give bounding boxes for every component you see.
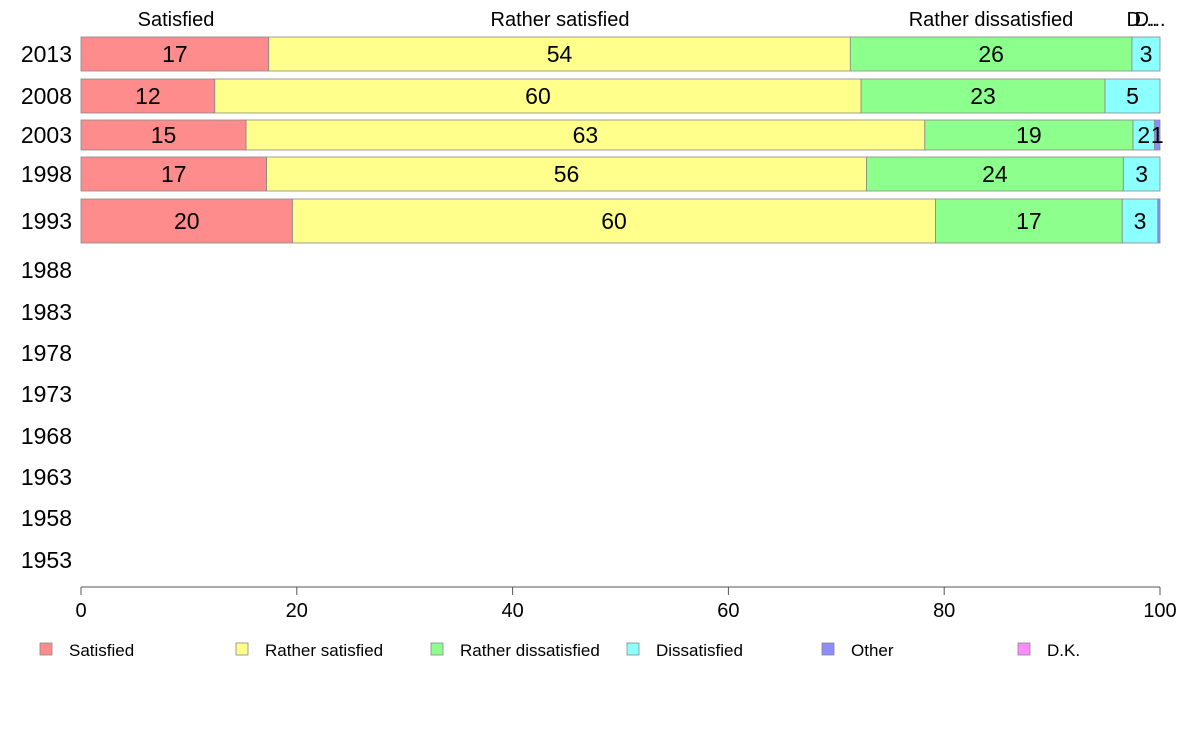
data-label: 60 — [601, 208, 627, 234]
y-tick-label: 1963 — [21, 464, 72, 490]
legend-label: Satisfied — [69, 641, 134, 660]
data-label: 60 — [525, 83, 551, 109]
data-label: 12 — [135, 83, 161, 109]
bar-segment — [245, 119, 926, 151]
data-label: 3 — [1140, 41, 1153, 67]
data-label: 26 — [978, 41, 1004, 67]
x-axis: 0 20 40 60 80 100 — [75, 586, 1177, 622]
bar-segment — [1131, 36, 1161, 72]
y-tick-label: 1993 — [21, 208, 72, 234]
data-label: 56 — [554, 161, 580, 187]
y-tick-label: 1988 — [21, 257, 72, 283]
y-tick-label: 1978 — [21, 340, 72, 366]
bar-segment — [860, 78, 1106, 114]
data-label: 3 — [1134, 208, 1147, 234]
data-label: 1 — [1151, 122, 1164, 148]
bar-segment — [1122, 156, 1161, 192]
legend-swatch — [430, 642, 444, 656]
bar-segment — [268, 36, 851, 72]
y-tick-label: 2008 — [21, 83, 72, 109]
x-tick-label: 80 — [933, 600, 955, 622]
legend-swatch — [1017, 642, 1031, 656]
bar-segment — [80, 156, 267, 192]
data-label: 5 — [1126, 83, 1139, 109]
data-label: 20 — [174, 208, 200, 234]
bar-segment — [266, 156, 867, 192]
data-label: 2 — [1137, 122, 1150, 148]
top-series-label: Rather dissatisfied — [909, 9, 1074, 31]
bar-segment — [1121, 198, 1159, 244]
bar-segment — [1104, 78, 1161, 114]
x-tick-label: 40 — [501, 600, 523, 622]
data-label: 19 — [1016, 122, 1042, 148]
data-label: 23 — [970, 83, 996, 109]
bars: 17 54 26 3 12 60 23 5 15 63 19 2 1 17 56 24 3 20 60 17 3 — [80, 36, 1164, 244]
legend-swatch — [39, 642, 53, 656]
data-label: 17 — [161, 161, 187, 187]
top-series-label: D... — [1126, 9, 1157, 31]
legend-label: D.K. — [1047, 641, 1080, 660]
bar-segment — [1154, 119, 1161, 151]
top-series-label: Satisfied — [138, 9, 215, 31]
data-label: 17 — [162, 41, 188, 67]
y-tick-label: 1973 — [21, 381, 72, 407]
x-tick-label: 60 — [717, 600, 739, 622]
y-tick-label: 2013 — [21, 41, 72, 67]
bar-segment — [866, 156, 1124, 192]
data-label: 15 — [151, 122, 177, 148]
legend: Satisfied Rather satisfied Rather dissatis… — [39, 641, 1080, 660]
y-tick-label: 1968 — [21, 423, 72, 449]
legend-swatch — [626, 642, 640, 656]
top-series-label: D... — [1134, 9, 1165, 31]
bar-segment — [80, 78, 216, 114]
y-tick-label: 1958 — [21, 505, 72, 531]
legend-label: Rather satisfied — [265, 641, 383, 660]
data-label: 24 — [982, 161, 1008, 187]
legend-swatch — [235, 642, 249, 656]
y-tick-label: 1953 — [21, 547, 72, 573]
bar-segment — [1157, 198, 1161, 244]
bar-segment — [80, 198, 293, 244]
bar-segment — [924, 119, 1134, 151]
top-series-label: Rather satisfied — [491, 9, 630, 31]
bar-segment — [214, 78, 862, 114]
legend-label: Other — [851, 641, 894, 660]
x-tick-label: 0 — [75, 600, 86, 622]
top-series-labels: Satisfied Rather satisfied Rather dissatis… — [138, 9, 1166, 31]
x-tick-label: 100 — [1143, 600, 1176, 622]
bar-segment — [292, 198, 936, 244]
x-tick-label: 20 — [286, 600, 308, 622]
legend-label: Rather dissatisfied — [460, 641, 600, 660]
legend-label: Dissatisfied — [656, 641, 743, 660]
data-label: 54 — [547, 41, 573, 67]
y-tick-label: 1998 — [21, 161, 72, 187]
data-label: 63 — [573, 122, 599, 148]
y-tick-label: 2003 — [21, 122, 72, 148]
bar-segment — [80, 119, 247, 151]
legend-swatch — [821, 642, 835, 656]
y-axis-tick-labels: 2013 2008 2003 1998 1993 1988 1983 1978 1973 1968… — [21, 41, 72, 573]
data-label: 17 — [1016, 208, 1042, 234]
data-label: 3 — [1135, 161, 1148, 187]
y-tick-label: 1983 — [21, 299, 72, 325]
